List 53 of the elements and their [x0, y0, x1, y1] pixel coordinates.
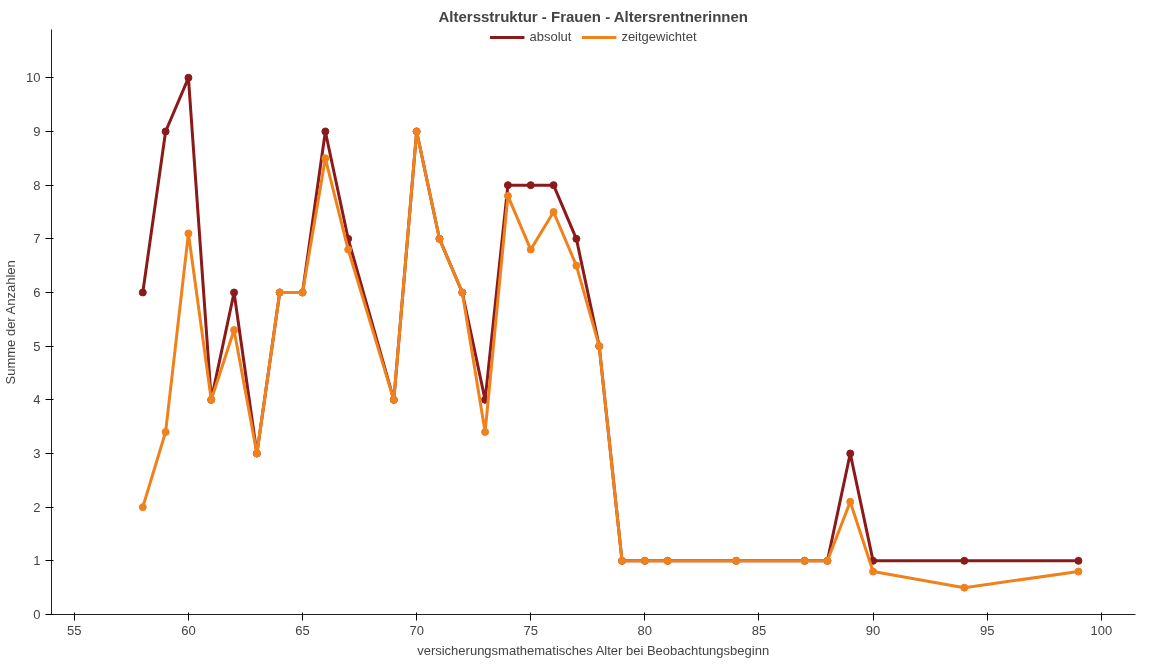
point — [846, 497, 855, 506]
x-tick-label: 90 — [865, 622, 881, 638]
point — [869, 567, 878, 576]
y-tick-label: 5 — [33, 338, 41, 354]
x-tick-label: 75 — [523, 622, 538, 638]
point — [230, 288, 239, 297]
point — [138, 503, 147, 512]
legend-label: zeitgewichtet — [621, 29, 697, 44]
y-tick-label: 1 — [33, 553, 41, 569]
point — [321, 154, 330, 163]
x-tick-label: 80 — [637, 622, 653, 638]
legend-label: absolut — [529, 29, 572, 44]
point — [184, 229, 193, 238]
point — [549, 181, 558, 190]
point — [161, 127, 170, 136]
point — [503, 191, 512, 200]
point — [572, 261, 581, 270]
y-tick-label: 4 — [33, 392, 41, 408]
point — [138, 288, 147, 297]
x-tick-label: 85 — [751, 622, 767, 638]
point — [321, 127, 330, 136]
x-tick-label: 70 — [409, 622, 424, 638]
point — [846, 449, 855, 458]
y-tick-label: 9 — [33, 123, 41, 139]
x-tick-label: 65 — [295, 622, 310, 638]
x-tick-label: 60 — [181, 622, 196, 638]
point — [503, 181, 512, 190]
point — [1074, 567, 1083, 576]
x-tick-label: 55 — [67, 622, 82, 638]
x-tick-label: 95 — [979, 622, 995, 638]
y-tick-label: 3 — [33, 445, 41, 461]
y-tick-label: 10 — [26, 70, 41, 86]
point — [526, 245, 535, 254]
point — [481, 428, 490, 437]
point — [1074, 556, 1083, 565]
y-tick-label: 7 — [33, 231, 41, 247]
y-tick-label: 0 — [33, 607, 41, 622]
point — [960, 583, 969, 592]
x-axis-title: versicherungsmathematisches Alter bei Beobachtungsbeginn — [417, 642, 770, 658]
point — [572, 234, 581, 243]
x-tick-label: 100 — [1090, 622, 1113, 638]
chart-title: Altersstruktur - Frauen - Altersrentnerinnen — [438, 7, 748, 25]
point — [161, 428, 170, 437]
y-axis-title: Summe der Anzahlen — [3, 260, 19, 385]
point — [549, 207, 558, 216]
point — [230, 326, 239, 335]
y-tick-label: 2 — [33, 499, 41, 515]
y-tick-label: 8 — [33, 177, 41, 193]
point — [184, 73, 193, 82]
y-tick-label: 6 — [33, 284, 41, 300]
point — [960, 556, 969, 565]
point — [344, 245, 353, 254]
point — [526, 181, 535, 190]
